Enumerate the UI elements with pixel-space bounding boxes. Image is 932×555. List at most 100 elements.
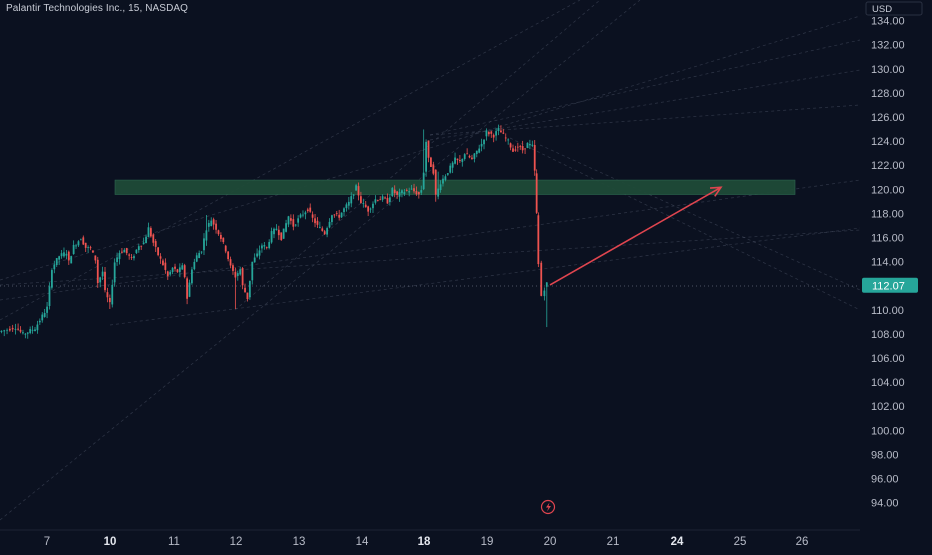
candle [43,308,46,318]
projection-arrow-head [709,186,723,197]
candle [58,255,61,266]
price-tick-label: 120.00 [871,184,905,196]
candle [321,226,324,232]
candle [299,213,302,219]
candle [258,245,261,260]
candle [535,169,538,214]
time-tick-label: 14 [356,536,369,548]
candle [164,258,167,274]
candle [191,266,193,285]
time-tick-label: 19 [481,536,494,548]
candle [396,190,399,199]
candle [393,185,396,198]
candle [265,246,268,250]
candle [96,256,99,288]
candle [526,142,529,149]
candle [533,140,536,176]
candle [512,144,514,152]
candle [502,129,505,135]
candle [246,292,249,302]
candle [232,263,234,275]
candle [473,153,476,163]
candle [113,258,116,287]
candle [157,247,160,257]
candle [212,217,215,230]
candle [432,161,435,176]
candle [461,158,464,167]
candle [355,183,357,191]
time-tick-label: 12 [230,536,243,548]
price-tick-label: 126.00 [871,112,905,124]
trendline [429,69,861,141]
candle [198,250,201,259]
candle [367,205,370,217]
candle [475,150,478,158]
candle [507,138,510,145]
candle [261,243,263,253]
candle [70,255,73,264]
candle [439,180,442,193]
candle [374,195,377,205]
candle [162,258,164,266]
candle [311,211,314,223]
candle [456,158,459,165]
time-tick-label: 26 [796,536,809,548]
candle [451,161,454,174]
candle [410,184,413,190]
candle [0,330,3,334]
candle [297,215,300,227]
candle [38,318,41,325]
candle [55,258,58,267]
candle [60,250,63,259]
candle [326,226,329,238]
currency-label[interactable]: USD [865,1,923,16]
candle [159,253,162,264]
candle [415,186,418,196]
candle [224,244,227,254]
candle [437,171,440,200]
candle [417,191,420,199]
candle [123,248,126,253]
candle [205,215,208,246]
trendline [539,144,861,291]
candle [79,238,82,241]
candle [381,194,384,202]
candle [89,245,92,251]
candle [178,263,181,278]
candle [277,225,280,240]
projection-arrow[interactable] [549,186,722,286]
candle [323,229,326,236]
candle [292,214,295,231]
candle [480,138,483,152]
candle [75,243,77,250]
flash-icon[interactable] [540,499,556,515]
annotation-layer [540,186,723,515]
price-tick-label: 118.00 [871,208,904,220]
price-tick-label: 130.00 [871,64,905,76]
price-tick-label: 132.00 [871,40,905,52]
last-price-label[interactable]: 112.07 [862,277,918,293]
candle [384,196,386,200]
candle [99,276,102,288]
time-axis[interactable]: 7 10 11 12 13 14 18 19 20 21 24 25 26 [0,529,860,548]
candle [128,253,131,260]
candle [335,210,338,217]
candle [463,153,466,161]
candle [82,235,85,246]
candle [369,207,372,213]
candle [118,250,121,265]
trendline [109,227,861,326]
candle [500,125,502,133]
candle [427,140,430,163]
candle [490,130,493,138]
candle [111,279,114,308]
support-zone[interactable] [114,179,796,195]
candle [275,224,278,231]
candle [193,258,196,271]
candle [137,244,140,253]
time-tick-label: 11 [168,536,180,548]
candle [200,251,203,255]
